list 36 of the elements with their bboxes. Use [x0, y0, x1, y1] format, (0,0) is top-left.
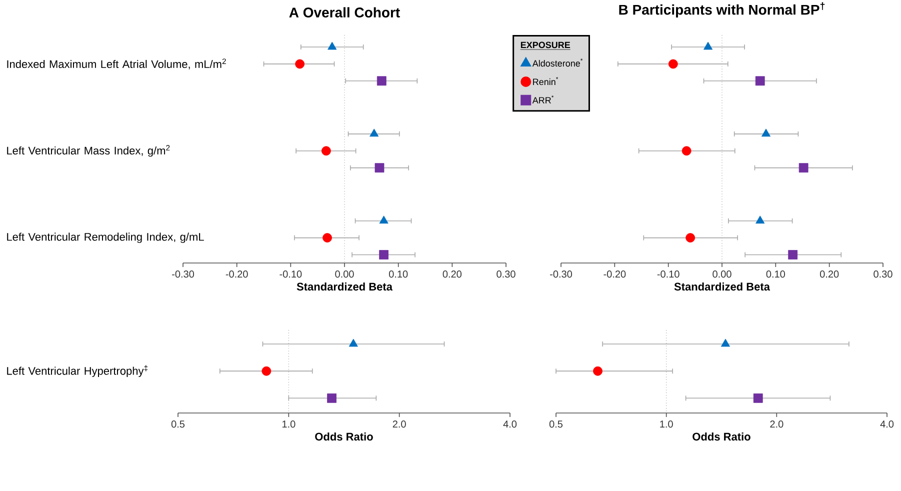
x-tick-label: 1.0	[282, 420, 296, 428]
x-tick-label: 0.5	[171, 420, 185, 428]
x-tick-label: -0.10	[657, 270, 680, 278]
x-axis-title: Odds Ratio	[692, 432, 750, 441]
chart-title: B Participants with Normal BP$^{†}$	[619, 2, 825, 18]
x-tick-label: -0.30	[172, 270, 194, 278]
x-tick-label: -0.10	[280, 270, 302, 278]
y-tick-label: Left Ventricular Mass Index, g/m$^{2}$	[7, 145, 170, 157]
x-tick-label: 0.30	[496, 270, 516, 278]
x-tick-label: 0.10	[389, 270, 408, 278]
x-tick-label: 4.0	[503, 420, 517, 428]
legend-label: Aldosterone$^{*}$	[532, 58, 583, 67]
legend-label: ARR$^{*}$	[532, 95, 554, 104]
x-tick-label: -0.20	[604, 270, 626, 278]
x-tick-label: 0.00	[712, 270, 732, 278]
x-tick-label: 2.0	[392, 420, 406, 428]
x-axis-title: Odds Ratio	[315, 432, 373, 441]
x-tick-label: 0.00	[335, 270, 354, 278]
x-axis-title: Standardized Beta	[296, 282, 393, 291]
y-tick-label: Indexed Maximum Left Atrial Volume, mL/m$^{2}$	[7, 58, 226, 70]
x-tick-label: 0.30	[874, 270, 892, 278]
x-tick-label: 2.0	[770, 420, 784, 428]
x-tick-label: 0.20	[442, 270, 462, 278]
legend-title: EXPOSURE	[520, 42, 570, 48]
x-axis-title: Standardized Beta	[674, 282, 770, 291]
x-tick-label: -0.30	[550, 270, 572, 278]
x-tick-label: 1.0	[660, 420, 673, 428]
y-tick-label: Left Ventricular Remodeling Index, g/mL	[7, 232, 204, 243]
x-tick-label: 0.5	[549, 420, 563, 428]
x-tick-label: 0.20	[820, 270, 839, 278]
legend-label: Renin$^{*}$	[533, 76, 558, 86]
x-tick-label: 4.0	[880, 420, 894, 428]
x-tick-label: 0.10	[766, 270, 786, 278]
y-tick-label: Left Ventricular Hypertrophy$^{‡}$	[7, 365, 148, 377]
x-tick-label: -0.20	[226, 270, 248, 278]
chart-title: A Overall Cohort	[289, 7, 400, 18]
